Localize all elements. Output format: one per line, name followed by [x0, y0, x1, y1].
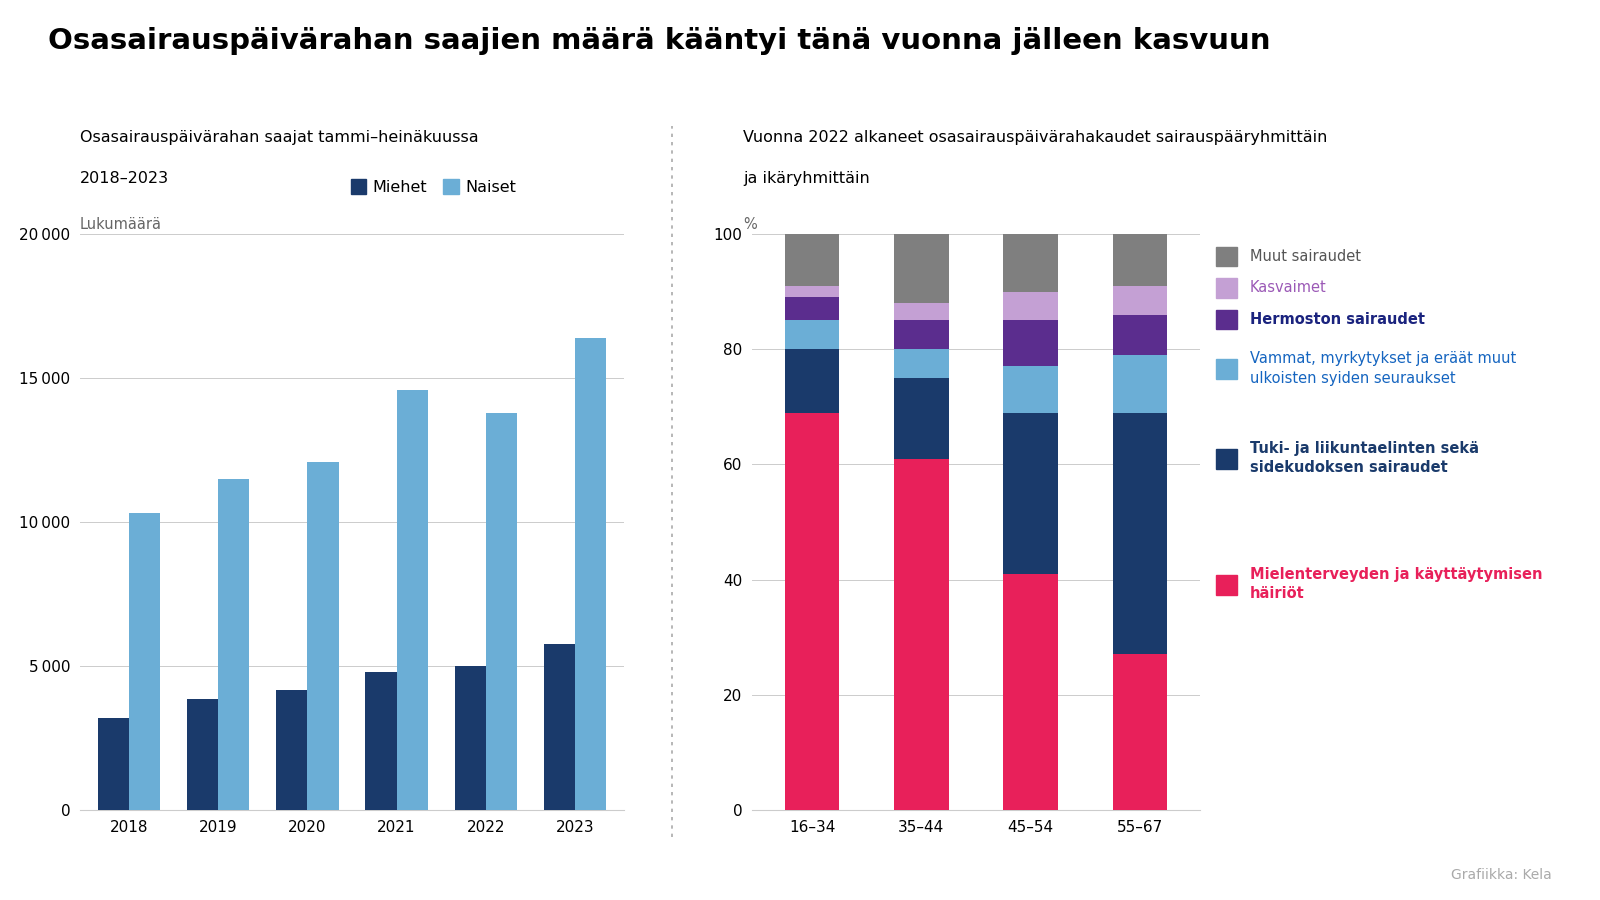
- Bar: [277, 690, 307, 810]
- Bar: [1112, 315, 1168, 355]
- Bar: [1112, 654, 1168, 810]
- Bar: [1003, 412, 1058, 574]
- Bar: [544, 644, 574, 810]
- Bar: [784, 297, 840, 320]
- Text: Muut sairaudet: Muut sairaudet: [1250, 249, 1360, 264]
- Text: Grafiikka: Kela: Grafiikka: Kela: [1451, 868, 1552, 882]
- Text: ulkoisten syiden seuraukset: ulkoisten syiden seuraukset: [1250, 371, 1456, 385]
- Text: Osasairauspäivärahan saajien määrä kääntyi tänä vuonna jälleen kasvuun: Osasairauspäivärahan saajien määrä käänt…: [48, 27, 1270, 55]
- Bar: [397, 390, 427, 810]
- Bar: [894, 303, 949, 320]
- Bar: [1112, 355, 1168, 412]
- Bar: [574, 338, 606, 810]
- Text: häiriöt: häiriöt: [1250, 587, 1304, 601]
- Bar: [1003, 320, 1058, 366]
- Bar: [486, 412, 517, 810]
- Bar: [784, 320, 840, 349]
- Legend: Miehet, Naiset: Miehet, Naiset: [344, 173, 523, 202]
- Text: ja ikäryhmittäin: ja ikäryhmittäin: [742, 171, 870, 185]
- Bar: [1112, 412, 1168, 654]
- Text: Mielenterveyden ja käyttäytymisen: Mielenterveyden ja käyttäytymisen: [1250, 567, 1542, 581]
- Bar: [784, 234, 840, 286]
- Text: %: %: [742, 217, 757, 231]
- Text: Vammat, myrkytykset ja eräät muut: Vammat, myrkytykset ja eräät muut: [1250, 351, 1515, 365]
- Bar: [894, 320, 949, 349]
- Bar: [187, 699, 218, 810]
- Bar: [218, 479, 250, 810]
- Bar: [1112, 286, 1168, 315]
- Text: sidekudoksen sairaudet: sidekudoksen sairaudet: [1250, 461, 1448, 475]
- Bar: [784, 349, 840, 412]
- Bar: [894, 459, 949, 810]
- Bar: [98, 718, 130, 810]
- Bar: [1003, 292, 1058, 320]
- Bar: [784, 412, 840, 810]
- Text: Lukumäärä: Lukumäärä: [80, 217, 162, 231]
- Bar: [894, 234, 949, 303]
- Bar: [454, 666, 486, 810]
- Bar: [1003, 574, 1058, 810]
- Text: Osasairauspäivärahan saajat tammi–heinäkuussa: Osasairauspäivärahan saajat tammi–heinäk…: [80, 130, 478, 145]
- Bar: [130, 513, 160, 810]
- Text: Vuonna 2022 alkaneet osasairauspäivärahakaudet sairauspääryhmittäin: Vuonna 2022 alkaneet osasairauspäiväraha…: [742, 130, 1328, 145]
- Bar: [1112, 234, 1168, 286]
- Bar: [894, 349, 949, 378]
- Bar: [307, 462, 339, 810]
- Bar: [365, 671, 397, 810]
- Bar: [1003, 366, 1058, 412]
- Text: Kasvaimet: Kasvaimet: [1250, 281, 1326, 295]
- Text: Hermoston sairaudet: Hermoston sairaudet: [1250, 312, 1424, 327]
- Text: 2018–2023: 2018–2023: [80, 171, 170, 185]
- Bar: [1003, 234, 1058, 292]
- Bar: [784, 286, 840, 297]
- Bar: [894, 378, 949, 459]
- Text: Tuki- ja liikuntaelinten sekä: Tuki- ja liikuntaelinten sekä: [1250, 441, 1478, 455]
